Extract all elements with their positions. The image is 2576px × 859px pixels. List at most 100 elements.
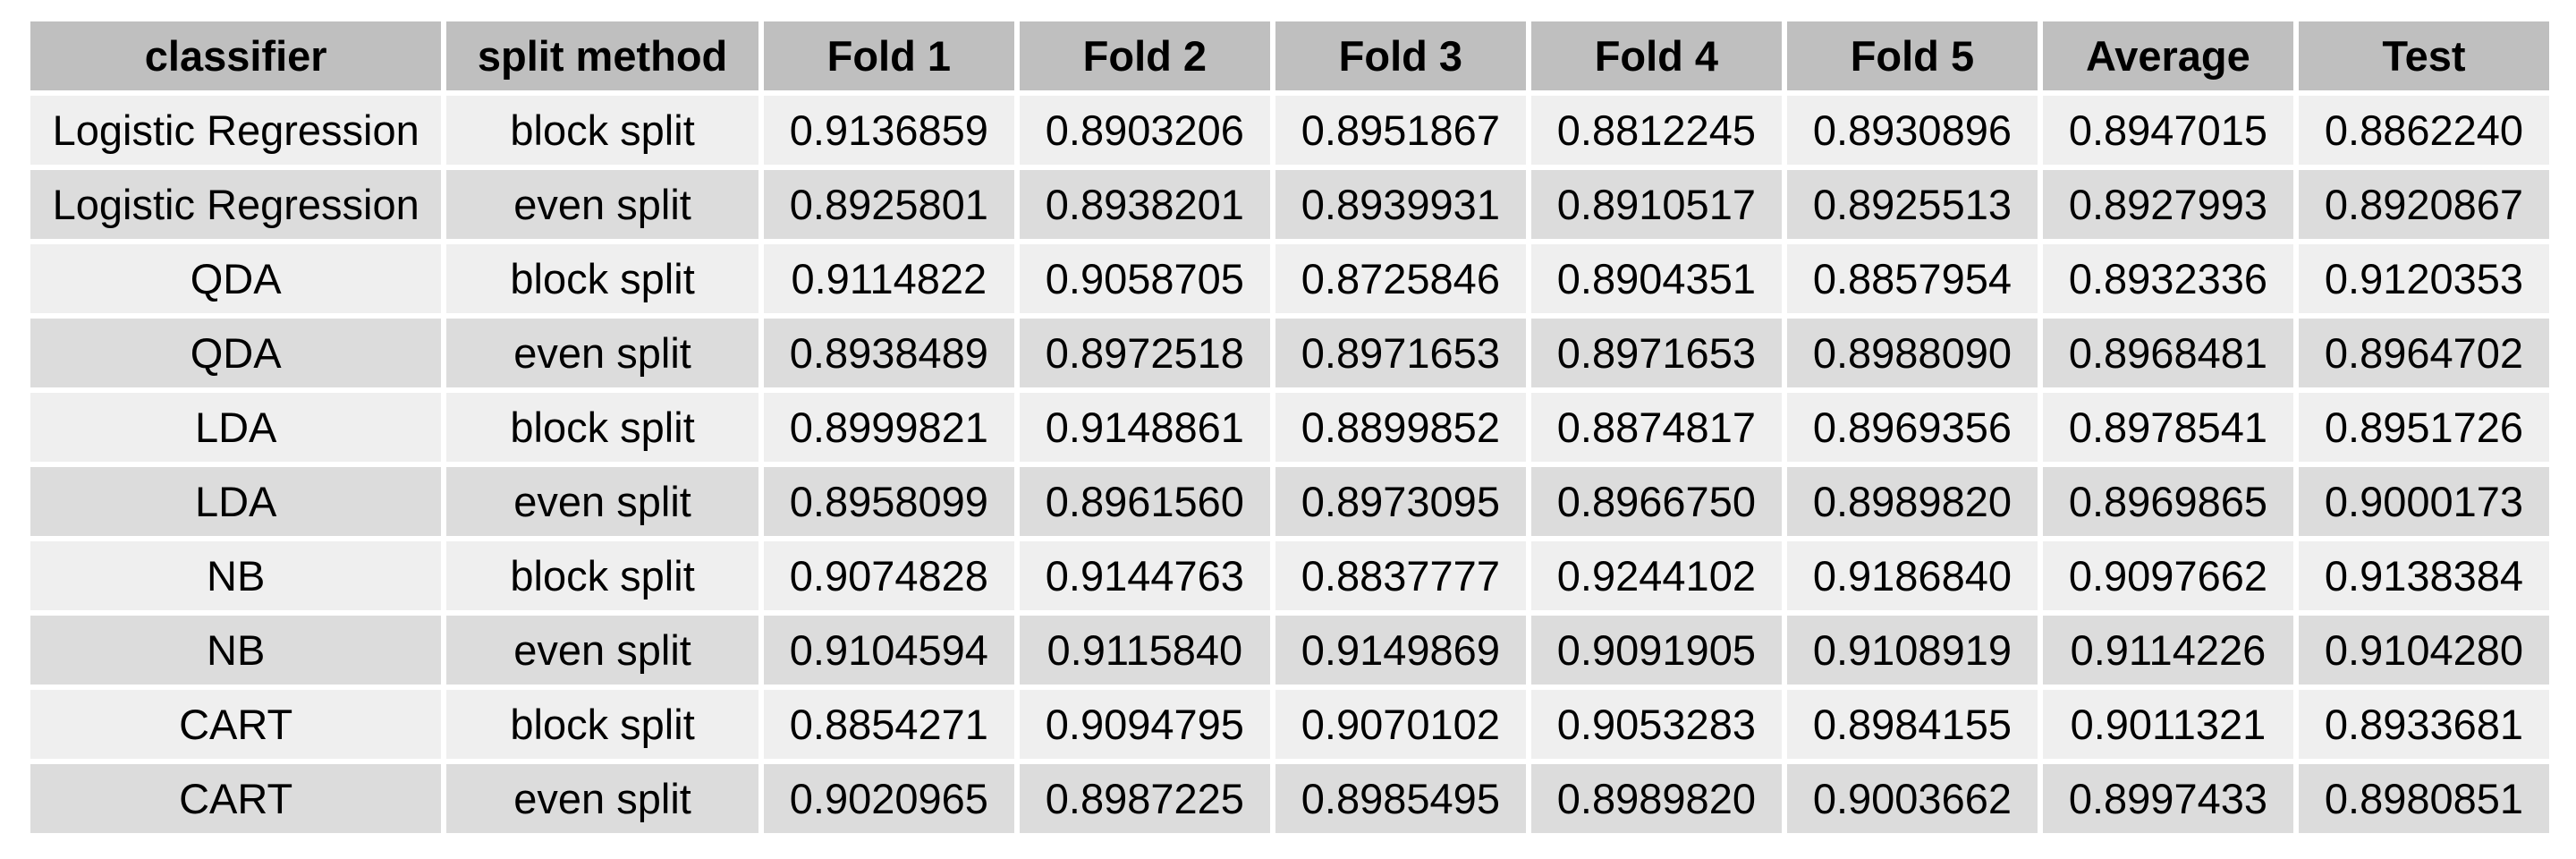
table-cell: 0.8874817 <box>1530 393 1782 462</box>
table-row: QDA even split 0.8938489 0.8972518 0.8971653… <box>30 319 2549 387</box>
table-cell: 0.8973095 <box>1275 467 1526 536</box>
table-cell: 0.9104594 <box>763 616 1014 685</box>
table-row: NB block split 0.9074828 0.9144763 0.8837777… <box>30 541 2549 610</box>
table-cell: QDA <box>30 319 442 387</box>
table-cell: 0.8987225 <box>1019 764 1270 833</box>
table-cell: 0.8968481 <box>2042 319 2293 387</box>
table-cell: 0.8933681 <box>2298 690 2549 759</box>
column-header: Test <box>2298 21 2549 90</box>
table-cell: 0.8904351 <box>1530 244 1782 313</box>
table-cell: 0.8951867 <box>1275 96 1526 165</box>
table-cell: 0.8938201 <box>1019 170 1270 239</box>
table-cell: 0.9003662 <box>1786 764 2038 833</box>
table-cell: 0.9011321 <box>2042 690 2293 759</box>
table-cell: 0.9149869 <box>1275 616 1526 685</box>
table-cell: 0.8725846 <box>1275 244 1526 313</box>
column-header: Fold 2 <box>1019 21 1270 90</box>
table-cell: 0.9244102 <box>1530 541 1782 610</box>
table-cell: 0.8920867 <box>2298 170 2549 239</box>
table-cell: 0.9114822 <box>763 244 1014 313</box>
table-cell: block split <box>446 393 758 462</box>
table-cell: Logistic Regression <box>30 96 442 165</box>
table-cell: Logistic Regression <box>30 170 442 239</box>
results-table: classifier split method Fold 1 Fold 2 Fold 3… <box>25 16 2555 838</box>
table-cell: even split <box>446 319 758 387</box>
table-cell: block split <box>446 96 758 165</box>
table-cell: LDA <box>30 467 442 536</box>
table-cell: 0.9091905 <box>1530 616 1782 685</box>
table-cell: 0.8971653 <box>1275 319 1526 387</box>
table-cell: block split <box>446 690 758 759</box>
table-cell: 0.8969865 <box>2042 467 2293 536</box>
table-cell: 0.8857954 <box>1786 244 2038 313</box>
table-cell: 0.8989820 <box>1786 467 2038 536</box>
table-row: LDA block split 0.8999821 0.9148861 0.889985… <box>30 393 2549 462</box>
table-cell: even split <box>446 170 758 239</box>
table-cell: 0.8925801 <box>763 170 1014 239</box>
table-cell: 0.9020965 <box>763 764 1014 833</box>
table-cell: 0.8854271 <box>763 690 1014 759</box>
table-header-row: classifier split method Fold 1 Fold 2 Fold 3… <box>30 21 2549 90</box>
table-cell: NB <box>30 541 442 610</box>
table-cell: 0.8938489 <box>763 319 1014 387</box>
table-cell: 0.9094795 <box>1019 690 1270 759</box>
table-cell: 0.9115840 <box>1019 616 1270 685</box>
table-cell: CART <box>30 690 442 759</box>
table-cell: 0.8961560 <box>1019 467 1270 536</box>
column-header: split method <box>446 21 758 90</box>
table-cell: CART <box>30 764 442 833</box>
table-cell: even split <box>446 764 758 833</box>
table-row: CART even split 0.9020965 0.8987225 0.898549… <box>30 764 2549 833</box>
table-cell: 0.8837777 <box>1275 541 1526 610</box>
table-cell: 0.8984155 <box>1786 690 2038 759</box>
table-cell: 0.9070102 <box>1275 690 1526 759</box>
table-cell: NB <box>30 616 442 685</box>
table-cell: 0.8939931 <box>1275 170 1526 239</box>
table-row: LDA even split 0.8958099 0.8961560 0.8973095… <box>30 467 2549 536</box>
table-cell: 0.9148861 <box>1019 393 1270 462</box>
table-cell: 0.8958099 <box>763 467 1014 536</box>
table-cell: QDA <box>30 244 442 313</box>
table-cell: 0.9186840 <box>1786 541 2038 610</box>
table-cell: 0.8925513 <box>1786 170 2038 239</box>
table-cell: 0.8899852 <box>1275 393 1526 462</box>
table-cell: block split <box>446 541 758 610</box>
table-row: CART block split 0.8854271 0.9094795 0.90701… <box>30 690 2549 759</box>
table-cell: 0.8972518 <box>1019 319 1270 387</box>
table-cell: 0.8997433 <box>2042 764 2293 833</box>
table-cell: 0.8971653 <box>1530 319 1782 387</box>
table-cell: 0.8999821 <box>763 393 1014 462</box>
table-cell: 0.9074828 <box>763 541 1014 610</box>
column-header: Fold 3 <box>1275 21 1526 90</box>
table-cell: 0.8862240 <box>2298 96 2549 165</box>
table-cell: block split <box>446 244 758 313</box>
table-row: QDA block split 0.9114822 0.9058705 0.872584… <box>30 244 2549 313</box>
results-table-container: classifier split method Fold 1 Fold 2 Fold 3… <box>30 21 2549 833</box>
table-cell: 0.9144763 <box>1019 541 1270 610</box>
table-cell: 0.8978541 <box>2042 393 2293 462</box>
table-cell: LDA <box>30 393 442 462</box>
table-cell: 0.8964702 <box>2298 319 2549 387</box>
table-row: Logistic Regression even split 0.8925801 0.… <box>30 170 2549 239</box>
table-body: Logistic Regression block split 0.9136859 0… <box>30 96 2549 833</box>
table-cell: 0.9000173 <box>2298 467 2549 536</box>
table-cell: even split <box>446 616 758 685</box>
column-header: Average <box>2042 21 2293 90</box>
table-cell: 0.8932336 <box>2042 244 2293 313</box>
table-cell: 0.9058705 <box>1019 244 1270 313</box>
table-cell: 0.8985495 <box>1275 764 1526 833</box>
table-cell: 0.8927993 <box>2042 170 2293 239</box>
table-cell: 0.8980851 <box>2298 764 2549 833</box>
table-cell: 0.8989820 <box>1530 764 1782 833</box>
column-header: Fold 5 <box>1786 21 2038 90</box>
table-cell: 0.8951726 <box>2298 393 2549 462</box>
table-cell: 0.8812245 <box>1530 96 1782 165</box>
table-cell: 0.8966750 <box>1530 467 1782 536</box>
table-cell: 0.8969356 <box>1786 393 2038 462</box>
column-header: Fold 4 <box>1530 21 1782 90</box>
column-header: Fold 1 <box>763 21 1014 90</box>
table-cell: 0.9138384 <box>2298 541 2549 610</box>
table-row: NB even split 0.9104594 0.9115840 0.9149869 0… <box>30 616 2549 685</box>
table-cell: 0.9104280 <box>2298 616 2549 685</box>
table-cell: 0.9136859 <box>763 96 1014 165</box>
